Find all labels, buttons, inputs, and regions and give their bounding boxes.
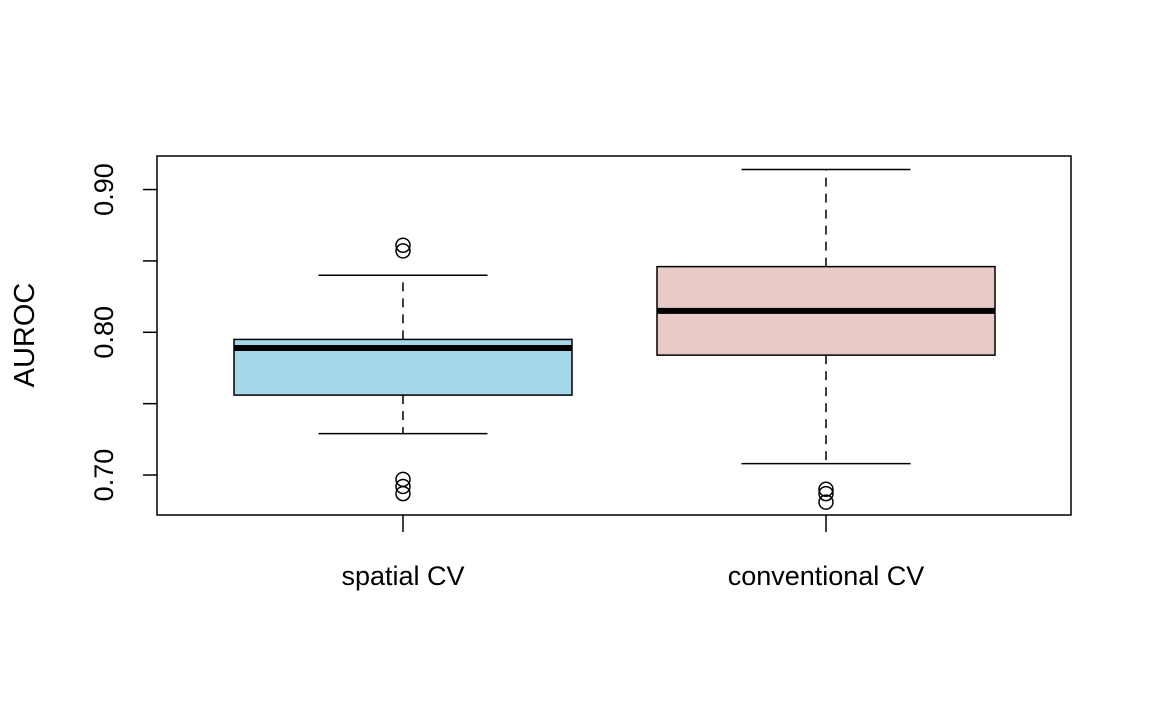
x-tick-label: conventional CV — [728, 561, 925, 591]
plot-frame — [156, 155, 1072, 516]
outlier-point — [818, 494, 834, 510]
y-tick-label: 0.70 — [89, 449, 119, 502]
x-tick-label: spatial CV — [341, 561, 464, 591]
outlier-point — [818, 485, 834, 502]
y-tick-label: 0.90 — [89, 163, 119, 216]
outlier-point — [395, 485, 411, 502]
outlier-point — [395, 478, 411, 495]
y-axis: 0.70 0.80 0.90 — [89, 163, 157, 501]
box-group — [656, 168, 996, 510]
outlier-point — [395, 237, 411, 253]
outlier-point — [395, 243, 411, 259]
y-axis-label: AUROC — [9, 283, 41, 388]
x-axis: spatial CV conventional CV — [341, 515, 924, 591]
outlier-point — [818, 481, 834, 498]
boxes-layer — [233, 168, 996, 510]
y-tick-label: 0.80 — [89, 306, 119, 359]
box-group — [233, 237, 573, 502]
